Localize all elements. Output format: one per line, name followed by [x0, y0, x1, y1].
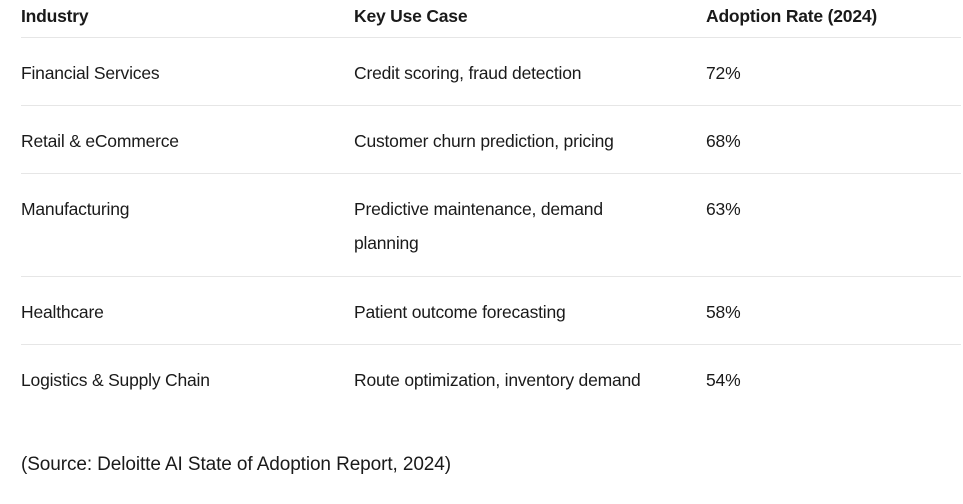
- adoption-rate-cell: 63%: [706, 199, 741, 219]
- use-case-cell: Customer churn prediction, pricing: [354, 131, 614, 151]
- adoption-table: Industry Key Use Case Adoption Rate (202…: [21, 0, 961, 415]
- industry-cell: Healthcare: [21, 302, 104, 322]
- header-key-use-case: Key Use Case: [354, 6, 468, 26]
- table-row: Financial Services Credit scoring, fraud…: [21, 38, 961, 106]
- table-row: Retail & eCommerce Customer churn predic…: [21, 106, 961, 174]
- source-note: (Source: Deloitte AI State of Adoption R…: [21, 454, 451, 475]
- use-case-cell: Predictive maintenance, demand planning: [354, 199, 603, 253]
- header-adoption-rate: Adoption Rate (2024): [706, 6, 878, 26]
- header-industry: Industry: [21, 6, 89, 26]
- table-row: Manufacturing Predictive maintenance, de…: [21, 174, 961, 277]
- adoption-rate-cell: 58%: [706, 302, 741, 322]
- table-header-row: Industry Key Use Case Adoption Rate (202…: [21, 0, 961, 38]
- industry-cell: Manufacturing: [21, 199, 130, 219]
- use-case-cell: Route optimization, inventory demand: [354, 370, 641, 390]
- adoption-rate-cell: 72%: [706, 63, 741, 83]
- table-row: Logistics & Supply Chain Route optimizat…: [21, 345, 961, 415]
- use-case-cell: Credit scoring, fraud detection: [354, 63, 582, 83]
- industry-cell: Financial Services: [21, 63, 160, 83]
- industry-cell: Logistics & Supply Chain: [21, 370, 210, 390]
- adoption-rate-cell: 54%: [706, 370, 741, 390]
- industry-cell: Retail & eCommerce: [21, 131, 179, 151]
- table-row: Healthcare Patient outcome forecasting 5…: [21, 277, 961, 345]
- use-case-cell: Patient outcome forecasting: [354, 302, 566, 322]
- adoption-rate-cell: 68%: [706, 131, 741, 151]
